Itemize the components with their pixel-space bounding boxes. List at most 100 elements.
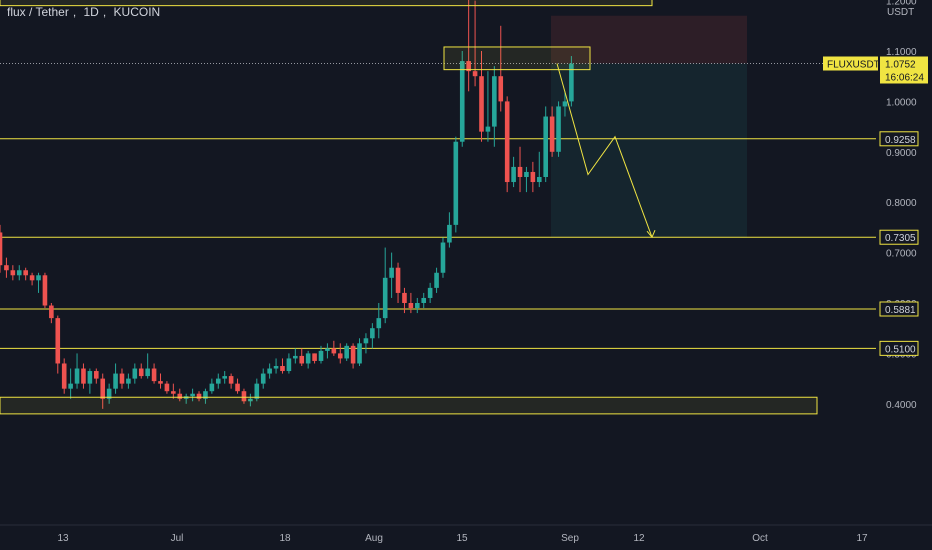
candle-body xyxy=(215,378,221,384)
candle-body xyxy=(453,141,459,225)
projection-line[interactable] xyxy=(556,63,653,238)
projection-arrowhead[interactable] xyxy=(646,230,656,239)
position-tool[interactable] xyxy=(551,15,747,238)
level-price-label: 0.5100 xyxy=(885,344,916,355)
interval-label[interactable]: 1D xyxy=(83,5,99,19)
candle-body xyxy=(293,355,298,359)
time-tick-label: Oct xyxy=(752,533,768,544)
candle-body xyxy=(286,358,292,372)
time-tick-label: 18 xyxy=(279,533,291,544)
projection-path[interactable] xyxy=(556,63,656,239)
symbol-tag-box xyxy=(823,56,878,71)
candle-body xyxy=(498,76,504,102)
candles xyxy=(0,0,574,409)
price-tick-label: 1.1000 xyxy=(886,47,917,58)
price-labels: 0.9258 0.7305 0.5881 0.5100 FLUXUSDT 1.0752 16… xyxy=(823,56,928,356)
candle-body xyxy=(132,368,138,379)
level-price-label-box xyxy=(879,131,919,147)
price-zones[interactable] xyxy=(0,0,818,415)
candle-body xyxy=(49,305,54,319)
time-tick-label: Sep xyxy=(561,533,579,544)
time-tick-label: 17 xyxy=(856,533,868,544)
time-tick-label: 12 xyxy=(633,533,645,544)
time-axis[interactable]: 13 Jul 18 Aug 15 Sep 12 Oct 17 xyxy=(57,533,868,544)
candle-body xyxy=(344,345,349,359)
time-tick-label: Jul xyxy=(171,533,184,544)
candle-body xyxy=(389,267,394,278)
candle-body xyxy=(0,232,3,266)
candle-body xyxy=(363,338,369,344)
candle-body xyxy=(138,368,144,377)
candle-body xyxy=(16,270,22,276)
price-tick-label: 0.8000 xyxy=(886,198,917,209)
position-stop-area[interactable] xyxy=(551,15,747,64)
price-tick-label: 1.0000 xyxy=(886,97,917,108)
candle-body xyxy=(536,177,542,183)
zone-rectangle[interactable] xyxy=(443,46,591,71)
level-price-label-box xyxy=(879,229,919,245)
candle-body xyxy=(68,383,73,389)
candle-body xyxy=(466,61,471,72)
candle-body xyxy=(434,272,439,288)
zone-rectangle[interactable] xyxy=(0,0,653,7)
candle-body xyxy=(472,71,478,77)
candle-body xyxy=(337,353,343,359)
candle-body xyxy=(196,393,202,399)
candle-body xyxy=(241,391,247,402)
candle-body xyxy=(42,275,48,306)
level-price-label: 0.7305 xyxy=(885,233,916,244)
candle-body xyxy=(511,166,516,183)
last-price-value: 1.0752 xyxy=(885,59,916,70)
candle-body xyxy=(100,378,106,399)
candle-body xyxy=(312,353,317,361)
candle-body xyxy=(427,287,433,298)
candle-body xyxy=(171,391,176,394)
price-tick-label: 1.2000 xyxy=(886,0,917,8)
level-lines[interactable] xyxy=(0,62,876,349)
candle-body xyxy=(222,376,227,379)
candle-body xyxy=(569,63,574,102)
candle-body xyxy=(325,348,330,351)
candle-body xyxy=(203,391,208,399)
candle-body xyxy=(524,171,529,177)
candle-body xyxy=(530,171,536,183)
candle-body xyxy=(260,373,266,384)
candle-body xyxy=(421,297,427,303)
candle-body xyxy=(267,368,272,374)
candle-body xyxy=(235,383,240,392)
candle-body xyxy=(55,318,61,364)
position-target-area[interactable] xyxy=(551,63,747,238)
candle-body xyxy=(177,393,183,399)
price-tick-label: 0.9000 xyxy=(886,148,917,159)
candle-body xyxy=(36,275,41,281)
level-price-label: 0.9258 xyxy=(885,135,916,146)
candle-body xyxy=(106,388,112,399)
candle-body xyxy=(318,350,324,361)
symbol-name[interactable]: flux / Tether xyxy=(7,5,69,19)
candle-body xyxy=(29,275,35,281)
candle-body xyxy=(517,166,523,177)
symbol-tag: FLUXUSDT xyxy=(827,59,880,70)
currency-label: USDT xyxy=(887,7,914,18)
candle-body xyxy=(395,267,401,293)
candle-body xyxy=(119,373,125,384)
candle-body xyxy=(10,270,16,276)
candle-body xyxy=(190,393,195,397)
candle-body xyxy=(402,292,407,303)
bar-countdown: 16:06:24 xyxy=(885,72,924,83)
price-tick-label: 0.4000 xyxy=(886,400,917,411)
exchange-label: KUCOIN xyxy=(113,5,161,19)
zone-rectangle[interactable] xyxy=(0,396,818,415)
candle-body xyxy=(440,242,446,273)
candle-body xyxy=(543,116,548,177)
level-price-label-box xyxy=(879,340,919,356)
candle-body xyxy=(305,353,311,364)
candle-body xyxy=(504,101,510,183)
candle-body xyxy=(254,383,260,399)
candle-body xyxy=(87,371,93,384)
candle-body xyxy=(447,224,452,243)
candle-body xyxy=(126,378,131,384)
candle-body xyxy=(151,368,157,382)
level-price-label: 0.5881 xyxy=(885,305,916,316)
